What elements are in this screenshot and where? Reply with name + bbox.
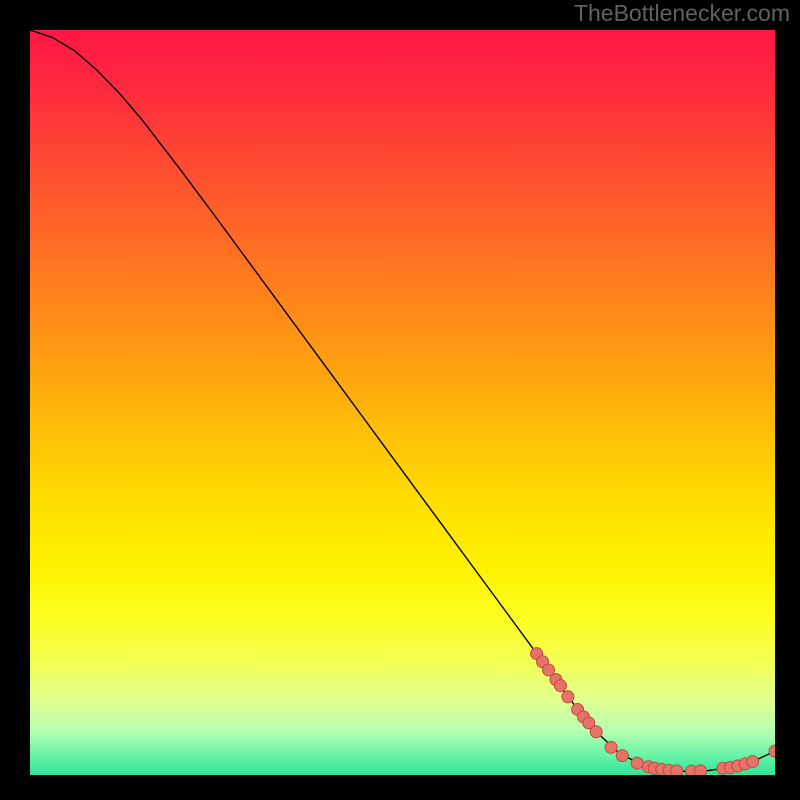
watermark-text: TheBottlenecker.com	[574, 0, 790, 28]
data-point-marker	[695, 765, 707, 775]
data-point-marker	[590, 726, 602, 738]
data-point-marker	[562, 691, 574, 703]
chart-frame: TheBottlenecker.com	[0, 0, 800, 800]
data-point-marker	[747, 756, 759, 768]
data-point-marker	[554, 680, 566, 692]
data-point-marker	[671, 765, 683, 775]
bottleneck-curve-chart	[30, 30, 775, 775]
data-point-marker	[631, 757, 643, 769]
data-point-marker	[616, 750, 628, 762]
plot-background	[30, 30, 775, 775]
data-point-marker	[605, 741, 617, 753]
